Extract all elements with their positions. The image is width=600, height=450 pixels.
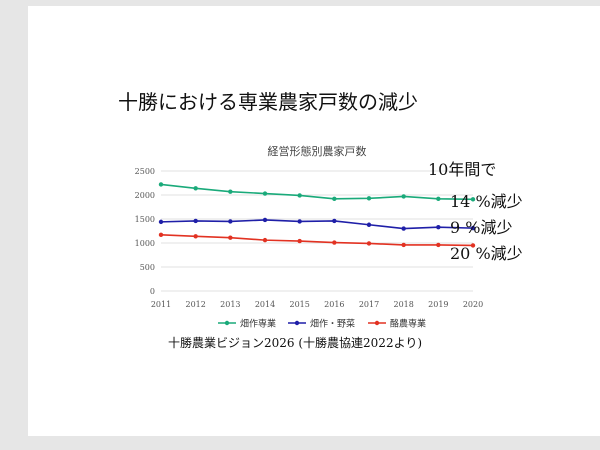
data-point-2 <box>401 226 406 231</box>
data-point-1 <box>262 191 268 196</box>
data-point-3 <box>158 232 164 238</box>
y-tick-label: 1000 <box>135 239 155 248</box>
data-point-1 <box>158 182 164 187</box>
legend-marker-1 <box>224 320 230 326</box>
legend-marker-2 <box>294 320 300 326</box>
source-citation: 十勝農業ビジョン2026 (十勝農協連2022より) <box>168 336 423 350</box>
y-tick-label: 2500 <box>135 167 155 176</box>
series-line-1 <box>160 183 474 201</box>
data-point-3 <box>228 235 233 240</box>
data-point-1 <box>436 196 441 202</box>
data-point-1 <box>297 193 302 198</box>
data-point-1 <box>401 194 406 199</box>
legend-label-3: 酪農専業 <box>390 318 426 330</box>
data-point-3 <box>366 241 372 246</box>
data-point-3 <box>297 238 302 244</box>
data-point-2 <box>366 222 372 227</box>
data-point-3 <box>401 242 406 248</box>
data-point-2 <box>297 219 302 224</box>
data-point-1 <box>193 186 198 191</box>
x-tick-label: 2018 <box>393 300 413 309</box>
y-tick-label: 0 <box>150 287 155 296</box>
x-tick-label: 2017 <box>359 300 379 309</box>
data-point-1 <box>366 196 372 201</box>
reduction-series-2: 9 %減少 <box>450 218 513 237</box>
x-tick-label: 2011 <box>151 300 171 309</box>
data-point-3 <box>436 242 441 248</box>
data-point-1 <box>332 196 337 202</box>
x-tick-label: 2012 <box>185 300 205 309</box>
data-point-3 <box>332 240 337 245</box>
slide: 十勝における専業農家戸数の減少 経営形態別農家戸数 0 500 1000 1500 200… <box>28 6 600 436</box>
data-point-1 <box>228 189 233 194</box>
data-point-2 <box>262 217 268 223</box>
x-tick-label: 2014 <box>255 300 275 309</box>
data-point-3 <box>470 243 476 248</box>
x-tick-label: 2019 <box>428 300 448 309</box>
y-tick-label: 1500 <box>135 215 155 224</box>
reduction-series-1: 14 %減少 <box>450 192 523 211</box>
legend-label-1: 畑作専業 <box>240 318 276 330</box>
x-tick-label: 2015 <box>289 300 309 309</box>
data-point-2 <box>158 219 164 225</box>
chart-title: 経営形態別農家戸数 <box>268 144 367 158</box>
data-point-2 <box>228 219 233 224</box>
series-line-2 <box>160 219 474 230</box>
reduction-note: 10年間で 14 %減少 9 %減少 20 %減少 <box>428 156 523 263</box>
reduction-series-3: 20 %減少 <box>450 244 523 263</box>
data-point-2 <box>332 218 337 224</box>
data-point-2 <box>470 225 476 231</box>
slide-title: 十勝における専業農家戸数の減少 <box>118 90 418 114</box>
data-point-2 <box>436 224 441 230</box>
series-line-3 <box>160 234 474 247</box>
x-tick-label: 2016 <box>324 300 344 309</box>
x-tick-label: 2020 <box>463 300 483 309</box>
data-point-3 <box>262 237 268 243</box>
legend-marker-3 <box>374 320 380 326</box>
data-point-2 <box>193 218 198 224</box>
y-tick-label: 500 <box>140 263 155 272</box>
note-heading: 10年間で <box>428 160 497 179</box>
x-tick-label: 2013 <box>220 300 240 309</box>
data-point-3 <box>193 234 198 239</box>
y-tick-label: 2000 <box>135 191 155 200</box>
line-chart: 経営形態別農家戸数 0 500 1000 1500 2000 2500 2011 2012 201… <box>135 144 484 330</box>
data-point-1 <box>470 197 476 202</box>
legend-label-2: 畑作・野菜 <box>310 318 355 330</box>
